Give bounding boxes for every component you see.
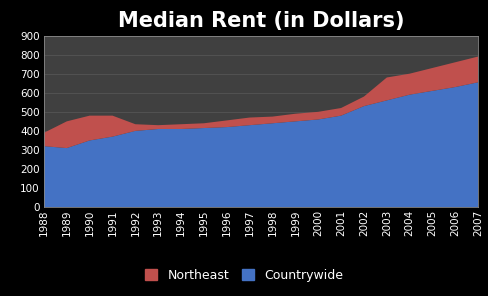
Legend: Northeast, Countrywide: Northeast, Countrywide bbox=[140, 264, 348, 287]
Title: Median Rent (in Dollars): Median Rent (in Dollars) bbox=[118, 11, 405, 31]
